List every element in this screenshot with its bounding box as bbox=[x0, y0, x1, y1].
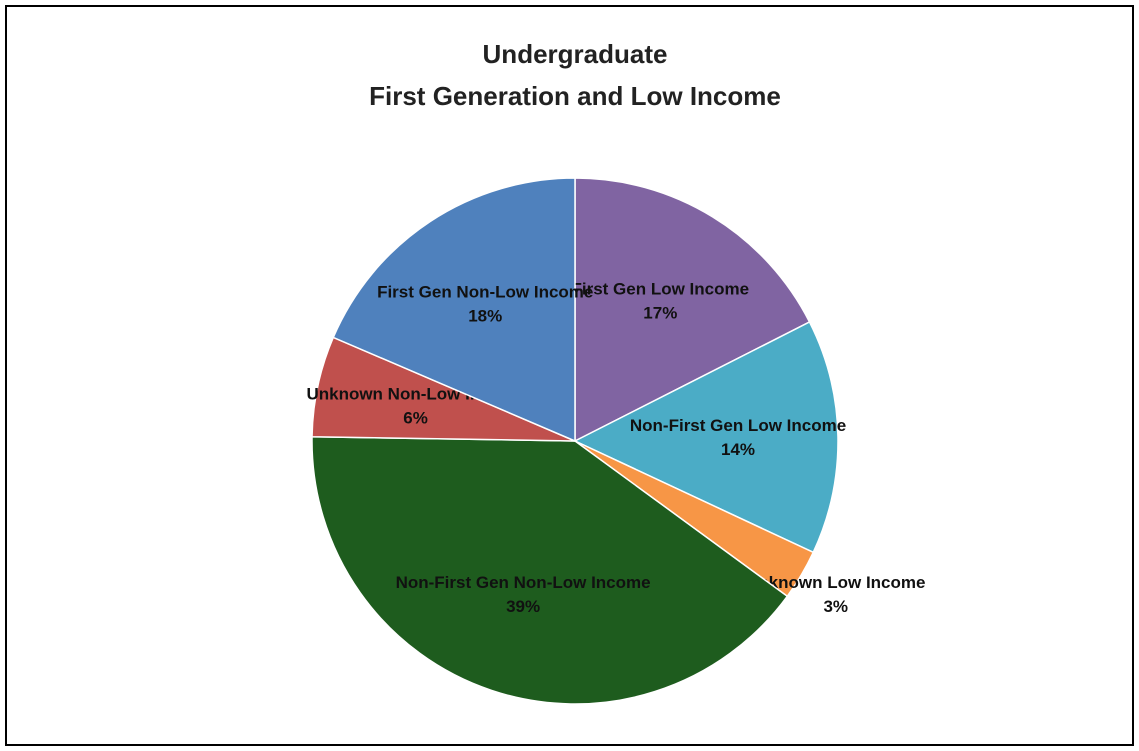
chart-title: First Generation and Low Income bbox=[369, 81, 781, 111]
data-label: 17% bbox=[643, 304, 677, 323]
slice-label: First Gen Low Income bbox=[572, 280, 750, 299]
data-label: 14% bbox=[721, 440, 755, 459]
pie-slice bbox=[311, 435, 789, 705]
slice-label: Non-First Gen Non-Low Income bbox=[396, 573, 651, 592]
pie-slice bbox=[332, 177, 576, 443]
pie-slice bbox=[574, 177, 811, 443]
slice-label: First Gen Non-Low Income bbox=[377, 282, 593, 301]
pie-slice bbox=[573, 320, 839, 554]
data-label: 39% bbox=[506, 597, 540, 616]
slice-label: Unknown Low Income bbox=[746, 573, 925, 592]
data-label: 3% bbox=[823, 597, 848, 616]
chart-title: Undergraduate bbox=[483, 39, 668, 69]
data-label: 18% bbox=[468, 306, 502, 325]
data-label: 6% bbox=[403, 408, 428, 427]
slice-label: Non-First Gen Low Income bbox=[630, 416, 846, 435]
